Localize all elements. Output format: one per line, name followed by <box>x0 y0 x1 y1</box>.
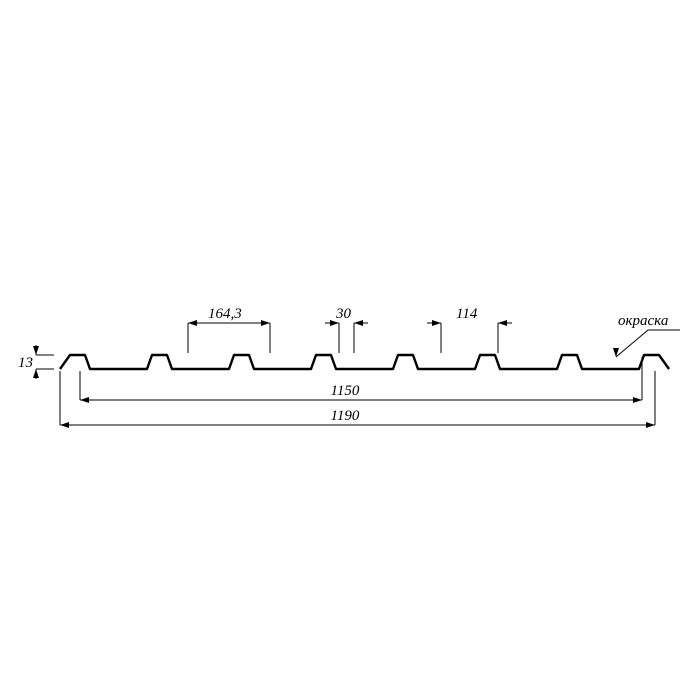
note-label: окраска <box>618 313 668 329</box>
dim-total-label: 1190 <box>331 408 360 424</box>
dim-rib-label: 30 <box>335 306 352 322</box>
dim-height-label: 13 <box>18 355 33 371</box>
leader-line <box>616 330 680 357</box>
sheet-profile <box>60 355 669 369</box>
profile-diagram: 13 164,3 30 114 1150 1190 окраска <box>0 0 700 700</box>
dim-pitch-label: 164,3 <box>208 306 242 322</box>
dim-flat-label: 114 <box>456 306 478 322</box>
dim-cover-label: 1150 <box>331 383 360 399</box>
